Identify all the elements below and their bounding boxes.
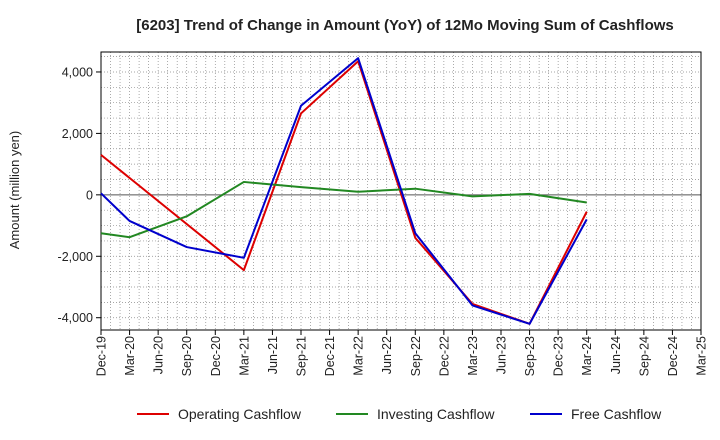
y-tick-label: -4,000 [58,311,93,325]
x-tick-label: Jun-22 [380,336,394,374]
x-tick-label: Dec-22 [437,336,451,376]
legend-label: Free Cashflow [571,406,662,422]
x-tick-label: Mar-20 [123,336,137,376]
x-tick-label: Jun-23 [495,336,509,374]
x-tick-label: Mar-23 [466,336,480,376]
x-tick-label: Dec-19 [95,336,109,376]
y-tick-label: -2,000 [58,250,93,264]
plot-area [100,51,702,331]
x-tick-label: Sep-21 [295,336,309,376]
y-tick-label: 0 [86,188,93,202]
x-tick-label: Dec-23 [552,336,566,376]
series-line-free-cashflow [100,57,588,325]
x-tick-label: Sep-23 [523,336,537,376]
x-tick-label: Mar-25 [695,336,709,376]
x-tick-label: Jun-20 [152,336,166,374]
x-tick-label: Dec-24 [666,336,680,376]
x-tick-label: Jun-24 [609,336,623,374]
legend-label: Operating Cashflow [178,406,302,422]
series-line-operating-cashflow [100,60,588,325]
y-axis-label: Amount (million yen) [7,131,22,250]
x-tick-label: Dec-20 [209,336,223,376]
x-tick-label: Dec-21 [323,336,337,376]
legend: Operating Cashflow Investing Cashflow Free… [137,406,662,422]
x-tick-label: Mar-22 [352,336,366,376]
x-tick-label: Sep-22 [409,336,423,376]
y-tick-label: 4,000 [62,65,93,79]
y-tick-labels: 4,000 2,000 0 -2,000 -4,000 [58,65,101,325]
x-tick-label: Jun-21 [266,336,280,374]
legend-label: Investing Cashflow [377,406,495,422]
x-tick-labels: Dec-19 Mar-20 Jun-20 Sep-20 Dec-20 Mar-21 Jun-… [95,330,709,376]
x-tick-label: Sep-20 [180,336,194,376]
x-tick-label: Sep-24 [637,336,651,376]
x-tick-label: Mar-24 [580,336,594,376]
series-lines [100,57,588,325]
x-tick-label: Mar-21 [237,336,251,376]
series-line-investing-cashflow [100,180,587,239]
y-tick-label: 2,000 [62,127,93,141]
chart-title: [6203] Trend of Change in Amount (YoY) o… [136,17,674,34]
